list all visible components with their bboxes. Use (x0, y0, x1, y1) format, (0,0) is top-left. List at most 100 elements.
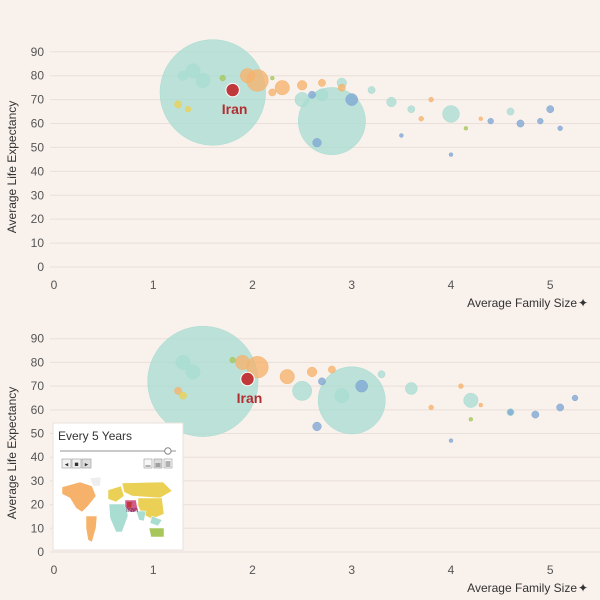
x-tick-label: 2 (249, 278, 256, 292)
map-label-iran: Iran (126, 507, 138, 514)
data-point[interactable] (407, 105, 416, 114)
stop-button-icon: ■ (74, 462, 78, 469)
y-tick-label: 60 (31, 117, 45, 131)
data-point[interactable] (386, 96, 397, 108)
y-tick-label: 0 (37, 545, 44, 559)
map-region-iran[interactable] (127, 502, 132, 508)
data-point[interactable] (377, 370, 386, 379)
y-tick-label: 50 (31, 427, 45, 441)
data-point[interactable] (147, 325, 259, 437)
data-point[interactable] (463, 126, 469, 131)
data-point[interactable] (507, 409, 514, 416)
highlight-point-iran[interactable] (240, 371, 255, 387)
data-point[interactable] (355, 379, 368, 393)
highlight-point-iran[interactable] (225, 82, 240, 98)
stop-button[interactable] (71, 458, 82, 469)
y-tick-label: 60 (31, 403, 45, 417)
speed-button-2[interactable] (153, 458, 163, 469)
data-point[interactable] (318, 79, 326, 87)
data-point[interactable] (328, 365, 336, 374)
data-point[interactable] (428, 96, 434, 103)
data-point[interactable] (418, 116, 424, 122)
data-point[interactable] (318, 377, 326, 386)
data-point[interactable] (279, 369, 295, 385)
data-point[interactable] (367, 86, 376, 94)
data-point[interactable] (537, 118, 544, 125)
data-point[interactable] (337, 83, 346, 92)
x-tick-label: 3 (348, 563, 355, 577)
data-point[interactable] (195, 73, 211, 88)
data-point[interactable] (270, 75, 275, 81)
map-region-australia[interactable] (148, 527, 165, 538)
speed-button-1[interactable] (143, 458, 153, 469)
data-point[interactable] (546, 105, 555, 114)
data-point[interactable] (448, 152, 454, 157)
x-tick-label: 0 (51, 563, 58, 577)
data-point[interactable] (179, 391, 187, 400)
play-button[interactable] (81, 458, 92, 469)
data-point[interactable] (531, 410, 540, 419)
data-point[interactable] (468, 417, 474, 422)
world-map[interactable]: Iran (61, 476, 173, 543)
data-point[interactable] (294, 92, 310, 108)
data-point[interactable] (557, 125, 563, 131)
data-point[interactable] (174, 387, 182, 395)
data-point[interactable] (448, 438, 454, 443)
data-point[interactable] (478, 402, 483, 408)
data-point[interactable] (405, 382, 418, 395)
x-tick-label: 4 (448, 563, 455, 577)
y-tick-label: 30 (31, 474, 45, 488)
data-point[interactable] (229, 356, 236, 364)
data-point[interactable] (308, 90, 316, 99)
prev-button[interactable] (61, 458, 72, 469)
data-point[interactable] (458, 383, 464, 389)
x-axis-title: Average Family Size (467, 581, 577, 595)
data-point[interactable] (219, 74, 226, 82)
data-point[interactable] (442, 105, 460, 123)
y-tick-label: 90 (31, 45, 45, 59)
data-point[interactable] (506, 107, 515, 116)
data-point[interactable] (428, 404, 434, 411)
data-point[interactable] (317, 366, 386, 435)
x-tick-label: 1 (150, 563, 157, 577)
data-point[interactable] (297, 80, 308, 91)
data-point[interactable] (175, 354, 191, 370)
data-point[interactable] (487, 118, 494, 125)
data-point[interactable] (312, 421, 322, 431)
data-point[interactable] (159, 39, 266, 146)
map-region-europe[interactable] (107, 485, 125, 503)
data-point[interactable] (274, 80, 290, 96)
speed-button-3[interactable] (163, 458, 173, 469)
y-tick-label: 20 (31, 498, 45, 512)
data-point[interactable] (184, 106, 192, 113)
data-point[interactable] (516, 119, 525, 128)
y-tick-label: 70 (31, 93, 45, 107)
y-axis-title: Average Life Expectancy (5, 101, 19, 234)
data-point[interactable] (185, 63, 201, 79)
data-point[interactable] (556, 403, 565, 412)
data-point[interactable] (174, 100, 182, 109)
data-point[interactable] (345, 93, 358, 106)
map-region-south-asia[interactable] (135, 510, 147, 522)
data-point[interactable] (571, 394, 579, 402)
data-point[interactable] (478, 116, 483, 121)
data-point[interactable] (240, 68, 255, 84)
y-tick-label: 10 (31, 236, 45, 250)
data-point[interactable] (306, 366, 318, 377)
data-point[interactable] (268, 88, 277, 97)
data-point[interactable] (312, 138, 322, 148)
data-point[interactable] (315, 88, 329, 102)
data-point[interactable] (463, 392, 479, 408)
data-point[interactable] (334, 388, 350, 404)
timeline-slider-handle[interactable] (164, 447, 172, 455)
data-point[interactable] (235, 354, 251, 370)
data-point[interactable] (399, 133, 404, 138)
map-region-north-america[interactable] (61, 481, 97, 513)
inset-title: Every 5 Years (58, 429, 132, 443)
map-region-south-america[interactable] (85, 515, 98, 543)
map-region-south-east-asia[interactable] (149, 515, 163, 527)
map-region-greenland[interactable] (89, 476, 102, 487)
data-point[interactable] (185, 364, 201, 380)
data-point[interactable] (292, 381, 312, 401)
data-point[interactable] (177, 70, 189, 81)
